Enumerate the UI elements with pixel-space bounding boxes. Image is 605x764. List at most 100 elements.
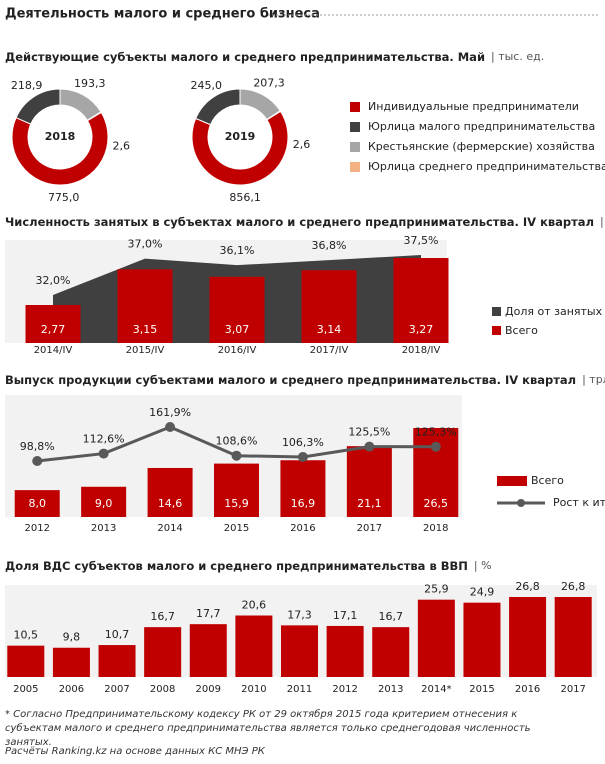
x-tick-label: 2012 — [24, 523, 49, 534]
legend-swatch — [350, 122, 360, 132]
legend-swatch — [492, 307, 501, 316]
section-title-text: Доля ВДС субъектов малого и среднего пре… — [5, 559, 468, 573]
bar — [554, 597, 592, 677]
bar-value-label: 15,9 — [224, 497, 249, 510]
donut-segment — [191, 110, 289, 186]
x-tick-label: 2010 — [241, 684, 266, 695]
bar — [52, 647, 90, 677]
legend-label: Рост к итогу — [553, 496, 605, 509]
x-tick-label: 2015 — [224, 523, 249, 534]
bar — [280, 460, 326, 517]
bar-value-label: 25,9 — [424, 583, 449, 596]
legend-label: Индивидуальные предприниматели — [368, 100, 579, 113]
section-title-text: Действующие субъекты малого и среднего п… — [5, 50, 485, 64]
donut-value-label: 207,3 — [253, 76, 285, 89]
overlay-value-label: 161,9% — [149, 406, 191, 419]
infographic: Деятельность малого и среднего бизнеса Д… — [5, 7, 605, 695]
bar — [98, 645, 136, 677]
section-title: Доля ВДС субъектов малого и среднего пре… — [5, 559, 492, 573]
x-tick-label: 2009 — [196, 684, 221, 695]
bar-value-label: 2,77 — [41, 323, 66, 336]
donut-segment — [195, 88, 241, 126]
bar — [463, 602, 501, 677]
x-tick-label: 2015/IV — [126, 345, 165, 356]
donut-segment — [11, 111, 109, 186]
legend-swatch-marker — [517, 499, 525, 507]
section-unit: | % — [474, 559, 492, 572]
section-title: Численность занятых в субъектах малого и… — [5, 215, 605, 229]
bar-value-label: 16,9 — [291, 497, 316, 510]
x-tick-label: 2014 — [157, 523, 182, 534]
overlay-value-label: 106,3% — [282, 436, 324, 449]
donut-center-label: 2018 — [45, 130, 76, 143]
section-title: Выпуск продукции субъектами малого и сре… — [5, 373, 605, 387]
x-tick-label: 2006 — [59, 684, 84, 695]
overlay-value-label: 125,3% — [415, 426, 457, 439]
bar — [7, 645, 45, 677]
line-marker — [98, 448, 109, 459]
x-tick-label: 2015 — [469, 684, 494, 695]
donut-value-label: 193,3 — [74, 77, 106, 90]
footnote: * Согласно Предпринимательскому кодексу … — [5, 709, 531, 748]
x-tick-label: 2013 — [378, 684, 403, 695]
line-marker — [430, 441, 441, 452]
bar — [189, 624, 227, 677]
legend-label: Юрлица малого предпринимательства — [368, 120, 595, 133]
x-tick-label: 2012 — [332, 684, 357, 695]
legend-swatch — [497, 476, 527, 486]
bar — [14, 490, 60, 517]
donut-value-label: 775,0 — [48, 191, 80, 204]
line-marker — [165, 422, 176, 432]
donut-value-label: 245,0 — [190, 79, 222, 92]
x-tick-label: 2017 — [357, 523, 382, 534]
bar — [301, 270, 357, 343]
x-tick-label: 2014/IV — [34, 345, 73, 356]
bar — [209, 276, 265, 343]
bar — [25, 305, 81, 343]
x-tick-label: 2016/IV — [218, 345, 257, 356]
bar-value-label: 17,3 — [287, 608, 312, 621]
bar — [281, 625, 318, 677]
section-unit: | млн чел. — [600, 215, 605, 228]
x-tick-label: 2014* — [421, 684, 451, 695]
section-title-text: Численность занятых в субъектах малого и… — [5, 215, 594, 229]
bar-value-label: 8,0 — [28, 497, 46, 510]
bar-value-label: 3,27 — [409, 323, 434, 336]
bar-value-label: 26,8 — [515, 580, 540, 593]
section-title: Действующие субъекты малого и среднего п… — [5, 50, 544, 64]
bar-value-label: 17,7 — [196, 607, 221, 620]
x-tick-label: 2016 — [515, 684, 540, 695]
x-tick-label: 2018 — [423, 523, 448, 534]
legend-swatch — [350, 142, 360, 152]
bar — [346, 446, 392, 517]
bar-value-label: 16,7 — [150, 610, 175, 623]
section-title-text: Выпуск продукции субъектами малого и сре… — [5, 373, 576, 387]
x-tick-label: 2008 — [150, 684, 175, 695]
legend-label: Всего — [531, 474, 564, 487]
line-marker — [32, 456, 43, 466]
legend-label: Крестьянские (фермерские) хозяйства — [368, 140, 595, 153]
overlay-value-label: 37,5% — [404, 234, 439, 247]
bar — [417, 599, 455, 677]
legend-label: Всего — [505, 324, 538, 337]
legend-label: Юрлица среднего предпринимательства — [368, 160, 605, 173]
x-tick-label: 2016 — [290, 523, 315, 534]
bar-value-label: 3,15 — [133, 323, 158, 336]
section-unit: | тыс. ед. — [491, 50, 544, 63]
x-tick-label: 2005 — [13, 684, 38, 695]
donut-segment — [15, 88, 61, 125]
legend-label: Доля от занятых — [505, 305, 603, 318]
bar — [393, 258, 449, 343]
legend-swatch — [350, 162, 360, 172]
line-marker — [231, 450, 242, 461]
donut-value-label: 2,6 — [293, 138, 311, 151]
overlay-value-label: 112,6% — [83, 433, 125, 446]
line-marker — [297, 451, 308, 462]
x-tick-label: 2017 — [560, 684, 585, 695]
overlay-value-label: 36,1% — [220, 244, 255, 257]
bar — [214, 463, 259, 517]
bar-value-label: 26,5 — [424, 497, 449, 510]
bar — [509, 597, 547, 677]
donut-value-label: 856,1 — [229, 191, 261, 204]
